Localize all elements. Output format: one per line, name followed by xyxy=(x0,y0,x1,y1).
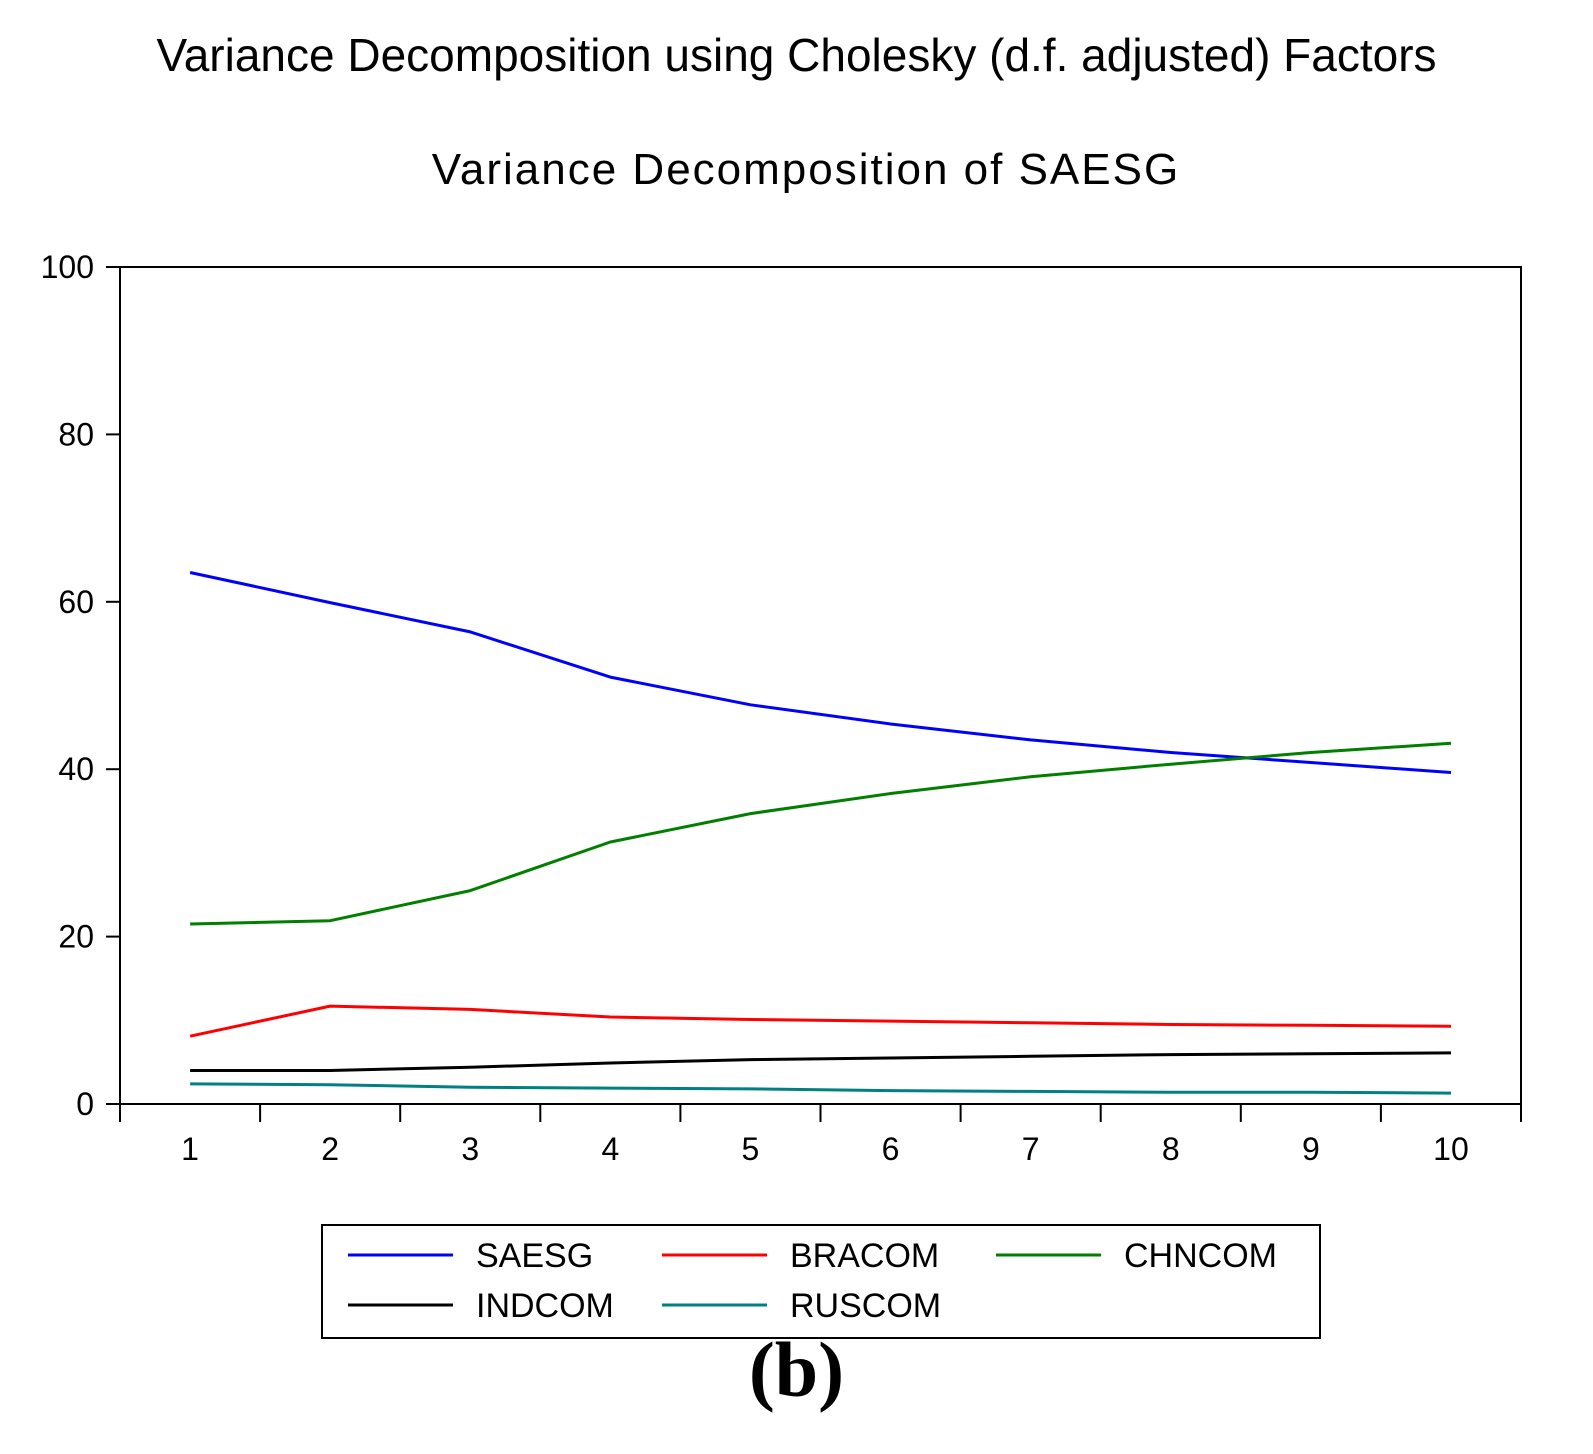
panel-label: (b) xyxy=(748,1326,845,1413)
legend-label-chncom: CHNCOM xyxy=(1124,1237,1277,1275)
series-line-chncom xyxy=(190,741,1452,926)
y-axis: 0 20 40 60 80 100 xyxy=(41,249,120,1122)
y-tick-label: 60 xyxy=(58,584,94,620)
legend-label-bracom: BRACOM xyxy=(790,1237,939,1275)
x-tick-label: 5 xyxy=(742,1131,760,1167)
y-tick-label: 0 xyxy=(76,1086,94,1122)
legend-box xyxy=(321,1224,1321,1339)
x-axis: 1 2 3 4 5 6 7 8 9 10 xyxy=(119,1104,1522,1167)
series-line-ruscom xyxy=(190,1082,1452,1095)
plot-area xyxy=(119,266,1522,1105)
legend-label-ruscom: RUSCOM xyxy=(790,1287,941,1325)
y-tick-label: 80 xyxy=(58,416,94,452)
x-tick-label: 9 xyxy=(1302,1131,1320,1167)
y-tick-label: 20 xyxy=(58,919,94,955)
x-tick-label: 6 xyxy=(882,1131,900,1167)
series-line-bracom xyxy=(189,1004,1452,1038)
chart-title: Variance Decomposition of SAESG xyxy=(432,145,1180,194)
x-tick-label: 1 xyxy=(181,1131,199,1167)
x-tick-label: 10 xyxy=(1433,1131,1469,1167)
legend-label-saesg: SAESG xyxy=(476,1237,593,1275)
x-tick-label: 7 xyxy=(1022,1131,1040,1167)
x-tick-label: 2 xyxy=(321,1131,339,1167)
x-tick-label: 4 xyxy=(601,1131,619,1167)
y-tick-label: 40 xyxy=(58,751,94,787)
y-tick-label: 100 xyxy=(41,249,94,285)
plot-frame xyxy=(119,266,1522,1105)
series-lines xyxy=(189,571,1452,1095)
figure-title: Variance Decomposition using Cholesky (d… xyxy=(156,29,1437,81)
legend: SAESG BRACOM CHNCOM INDCOM RUSCOM xyxy=(321,1224,1321,1339)
x-tick-label: 8 xyxy=(1162,1131,1180,1167)
legend-label-indcom: INDCOM xyxy=(476,1287,614,1325)
series-line-indcom xyxy=(190,1051,1452,1072)
series-line-saesg xyxy=(189,571,1452,774)
x-tick-label: 3 xyxy=(461,1131,479,1167)
